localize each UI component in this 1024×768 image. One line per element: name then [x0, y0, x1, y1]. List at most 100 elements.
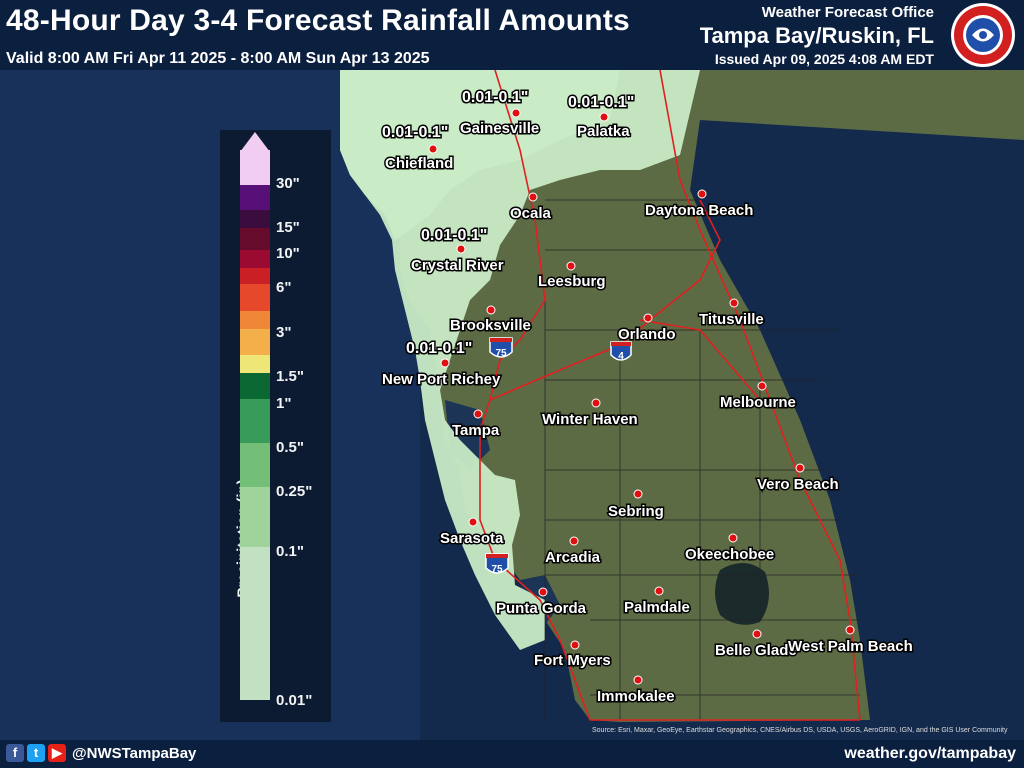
legend-swatch	[240, 399, 270, 443]
city-label-crystal-river: Crystal River	[411, 257, 504, 274]
city-label-ocala: Ocala	[510, 205, 552, 222]
legend-swatch	[240, 150, 270, 185]
legend-colorbar	[240, 150, 270, 700]
city-marker	[468, 517, 478, 527]
legend-swatch	[240, 268, 270, 284]
legend-swatch	[240, 355, 270, 373]
twitter-icon[interactable]: t	[27, 744, 45, 762]
valid-period: Valid 8:00 AM Fri Apr 11 2025 - 8:00 AM …	[6, 50, 430, 67]
city-label-new-port-richey: New Port Richey	[382, 371, 501, 388]
shield-number: 4	[618, 351, 624, 362]
city-label-arcadia: Arcadia	[545, 549, 601, 566]
legend-tick: 0.5"	[276, 439, 304, 456]
city-marker	[456, 244, 466, 254]
city-marker	[654, 586, 664, 596]
city-marker	[591, 398, 601, 408]
city-marker	[440, 358, 450, 368]
city-label-palatka: Palatka	[577, 123, 630, 140]
city-label-melbourne: Melbourne	[720, 394, 796, 411]
city-label-belle-glade: Belle Glade	[715, 642, 797, 659]
lake-okeechobee	[715, 562, 769, 625]
legend-tick: 30"	[276, 175, 300, 192]
amount-label: 0.01-0.1"	[462, 89, 528, 106]
city-label-daytona-beach: Daytona Beach	[645, 202, 753, 219]
legend-swatch	[240, 311, 270, 329]
amount-label: 0.01-0.1"	[406, 340, 472, 357]
city-label-immokalee: Immokalee	[597, 688, 675, 705]
city-marker	[511, 108, 521, 118]
amount-label: 0.01-0.1"	[382, 124, 448, 141]
city-label-brooksville: Brooksville	[450, 317, 531, 334]
legend-swatch	[240, 373, 270, 399]
city-marker	[599, 112, 609, 122]
city-marker	[729, 298, 739, 308]
forecast-map: 75 4 75 0.01-0.1" 0.01-0.1" 0.01-0.1" 0.…	[0, 70, 1024, 740]
shield-number: 75	[491, 564, 503, 575]
amount-label: 0.01-0.1"	[568, 94, 634, 111]
city-marker	[633, 675, 643, 685]
legend-tick: 1.5"	[276, 368, 304, 385]
city-label-tampa: Tampa	[452, 422, 500, 439]
legend-swatch	[240, 210, 270, 228]
legend-tick: 0.01"	[276, 692, 313, 709]
city-markers	[428, 108, 855, 685]
precip-legend: Precipitation (in) 30" 15" 10" 6" 3" 1.5…	[220, 130, 331, 722]
county-lines	[544, 199, 860, 720]
facebook-icon[interactable]: f	[6, 744, 24, 762]
i75-shield-north: 75	[489, 337, 513, 359]
legend-tick: 6"	[276, 279, 292, 296]
city-marker	[528, 192, 538, 202]
city-label-titusville: Titusville	[699, 311, 764, 328]
office-name: Tampa Bay/Ruskin, FL	[699, 23, 934, 48]
city-marker	[538, 587, 548, 597]
i4-shield: 4	[610, 341, 632, 362]
legend-tick: 0.1"	[276, 543, 304, 560]
legend-tick: 0.25"	[276, 483, 313, 500]
amount-label: 0.01-0.1"	[421, 227, 487, 244]
i75-shield-south: 75	[485, 553, 509, 575]
page-title: 48-Hour Day 3-4 Forecast Rainfall Amount…	[6, 4, 630, 37]
city-label-leesburg: Leesburg	[538, 273, 606, 290]
city-marker	[473, 409, 483, 419]
city-marker	[845, 625, 855, 635]
legend-swatch	[240, 228, 270, 250]
social-handle[interactable]: @NWSTampaBay	[72, 744, 197, 762]
issued-time: Issued Apr 09, 2025 4:08 AM EDT	[714, 51, 934, 67]
legend-swatch	[240, 487, 270, 547]
youtube-icon[interactable]: ▶	[48, 744, 66, 762]
city-marker	[697, 189, 707, 199]
city-marker	[752, 629, 762, 639]
city-marker	[757, 381, 767, 391]
legend-swatch	[240, 329, 270, 355]
city-label-orlando: Orlando	[618, 326, 676, 343]
legend-tick: 15"	[276, 219, 300, 236]
city-label-gainesville: Gainesville	[460, 120, 539, 137]
city-marker	[633, 489, 643, 499]
city-label-punta-gorda: Punta Gorda	[496, 600, 587, 617]
city-label-sarasota: Sarasota	[440, 530, 504, 547]
city-marker	[795, 463, 805, 473]
shield-number: 75	[495, 348, 507, 359]
legend-tick: 1"	[276, 395, 292, 412]
city-marker	[428, 144, 438, 154]
legend-swatch	[240, 547, 270, 700]
office-label: Weather Forecast Office	[761, 4, 934, 21]
legend-swatch	[240, 284, 270, 311]
legend-swatch	[240, 443, 270, 487]
social-links: f t ▶ @NWSTampaBay	[6, 744, 196, 762]
city-label-palmdale: Palmdale	[624, 599, 690, 616]
website-link[interactable]: weather.gov/tampabay	[844, 745, 1016, 762]
city-marker	[569, 536, 579, 546]
city-label-sebring: Sebring	[608, 503, 664, 520]
legend-tick: 10"	[276, 245, 300, 262]
city-label-west-palm-beach: West Palm Beach	[788, 638, 913, 655]
legend-swatch	[240, 185, 270, 210]
city-label-okeechobee: Okeechobee	[685, 546, 774, 563]
header: 48-Hour Day 3-4 Forecast Rainfall Amount…	[0, 0, 1024, 70]
footer: f t ▶ @NWSTampaBay weather.gov/tampabay	[0, 740, 1024, 768]
map-attribution: Source: Esri, Maxar, GeoEye, Earthstar G…	[592, 727, 1008, 734]
legend-swatch	[240, 250, 270, 268]
city-marker	[570, 640, 580, 650]
city-label-fort-myers: Fort Myers	[534, 652, 611, 669]
nws-logo	[951, 3, 1015, 67]
